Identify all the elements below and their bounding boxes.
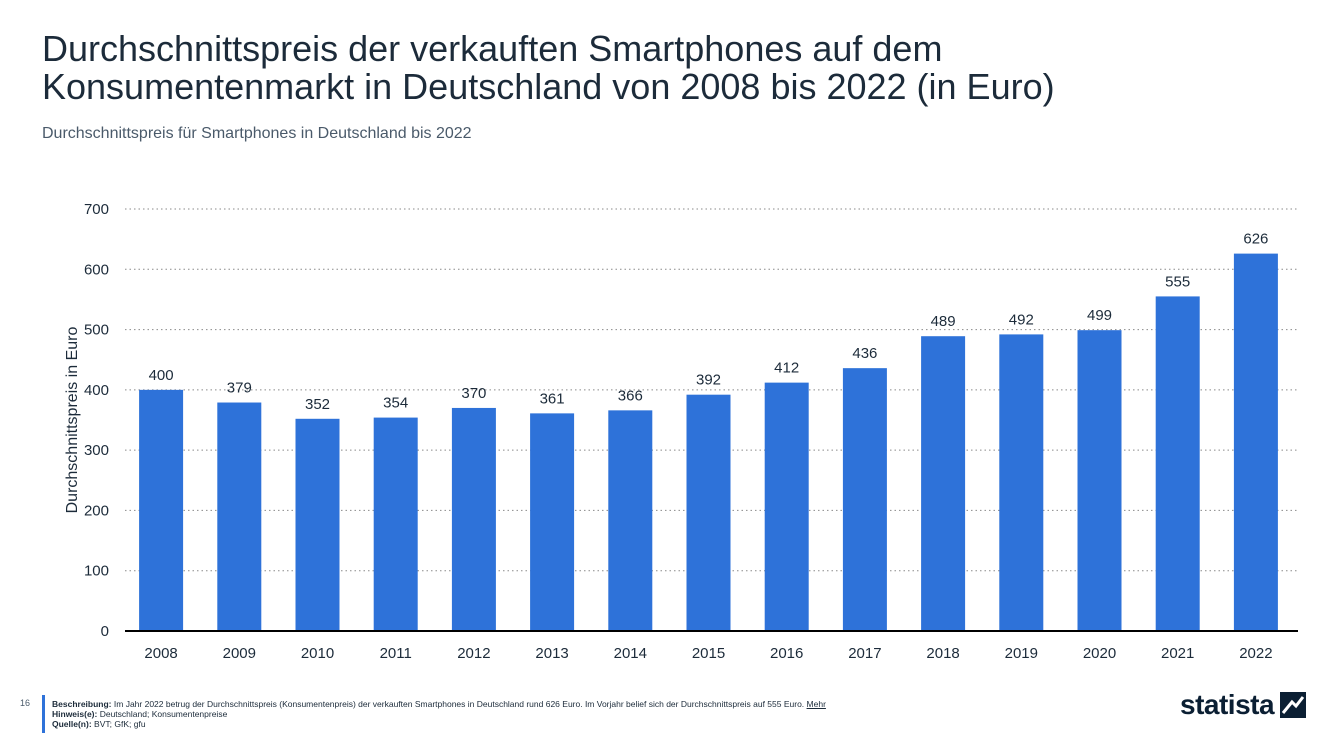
x-tick-label-2009: 2009 <box>223 645 256 662</box>
data-label-2018: 489 <box>931 313 956 330</box>
bar-2019[interactable] <box>999 334 1044 631</box>
x-tick-label-2017: 2017 <box>848 645 881 662</box>
y-tick-label: 100 <box>84 563 109 580</box>
description-label: Beschreibung: <box>52 699 112 709</box>
footer: 16 Beschreibung: Im Jahr 2022 betrug der… <box>20 689 1320 749</box>
statista-mark-icon <box>1280 692 1307 718</box>
notes-line: Hinweis(e): Deutschland; Konsumentenprei… <box>52 709 826 719</box>
data-label-2021: 555 <box>1165 273 1190 290</box>
x-axis-ticks: 2008 2009 2010 2011 2012 2013 2014 2015 2016 2017… <box>144 645 1272 662</box>
y-axis-label: Durchschnittspreis in Euro <box>64 327 81 514</box>
x-tick-label-2020: 2020 <box>1083 645 1116 662</box>
y-tick-label: 500 <box>84 322 109 339</box>
footer-notes: Beschreibung: Im Jahr 2022 betrug der Du… <box>52 699 826 729</box>
footer-accent-bar <box>42 695 45 733</box>
x-tick-label-2022: 2022 <box>1239 645 1272 662</box>
y-tick-label: 0 <box>101 623 109 640</box>
x-tick-label-2011: 2011 <box>380 645 412 662</box>
data-label-2015: 392 <box>696 372 721 389</box>
x-tick-label-2019: 2019 <box>1005 645 1038 662</box>
data-label-2012: 370 <box>461 385 486 402</box>
bar-2011[interactable] <box>373 417 418 631</box>
source-line: Quelle(n): BVT; GfK; gfu <box>52 719 826 729</box>
y-tick-label: 300 <box>84 442 109 459</box>
page-number: 16 <box>20 698 31 708</box>
bar-2009[interactable] <box>217 402 262 631</box>
more-link[interactable]: Mehr <box>806 699 826 709</box>
y-tick-label: 600 <box>84 261 109 278</box>
x-tick-label-2012: 2012 <box>457 645 490 662</box>
bar-2016[interactable] <box>764 382 809 631</box>
x-tick-label-2016: 2016 <box>770 645 803 662</box>
source-label: Quelle(n): <box>52 719 92 729</box>
bar-2013[interactable] <box>530 413 575 631</box>
y-tick-label: 700 <box>84 201 109 218</box>
bar-2010[interactable] <box>295 418 340 631</box>
x-tick-label-2021: 2021 <box>1161 645 1194 662</box>
bar-2017[interactable] <box>842 368 887 631</box>
data-label-2008: 400 <box>149 367 174 384</box>
bar-2018[interactable] <box>921 336 966 631</box>
x-tick-label-2015: 2015 <box>692 645 725 662</box>
x-tick-label-2018: 2018 <box>926 645 959 662</box>
y-tick-label: 200 <box>84 502 109 519</box>
x-tick-label-2010: 2010 <box>301 645 334 662</box>
data-label-2010: 352 <box>305 396 330 413</box>
bars <box>139 253 1278 631</box>
data-label-2022: 626 <box>1243 231 1268 248</box>
data-label-2017: 436 <box>852 345 877 362</box>
description-line: Beschreibung: Im Jahr 2022 betrug der Du… <box>52 699 826 709</box>
y-tick-label: 400 <box>84 382 109 399</box>
description-text: Im Jahr 2022 betrug der Durchschnittspre… <box>113 699 805 709</box>
data-labels: 400 379 352 354 370 361 366 392 412 436 489 492 499 5… <box>149 231 1269 413</box>
x-tick-label-2013: 2013 <box>535 645 568 662</box>
bar-2021[interactable] <box>1155 296 1200 631</box>
bar-2022[interactable] <box>1233 253 1278 631</box>
data-label-2020: 499 <box>1087 307 1112 324</box>
data-label-2014: 366 <box>618 387 643 404</box>
x-tick-label-2008: 2008 <box>144 645 177 662</box>
data-label-2013: 361 <box>540 390 565 407</box>
x-tick-label-2014: 2014 <box>614 645 647 662</box>
data-label-2011: 354 <box>383 395 408 412</box>
page-subtitle: Durchschnittspreis für Smartphones in De… <box>42 125 472 142</box>
data-label-2019: 492 <box>1009 311 1034 328</box>
notes-text: Deutschland; Konsumentenpreise <box>99 709 228 719</box>
bar-2014[interactable] <box>608 410 653 631</box>
y-axis-ticks: 0 100 200 300 400 500 600 700 <box>84 201 109 640</box>
source-text: BVT; GfK; gfu <box>94 719 146 729</box>
logo-text: statista <box>1180 689 1275 720</box>
bar-2015[interactable] <box>686 394 731 631</box>
notes-label: Hinweis(e): <box>52 709 98 719</box>
page-title: Durchschnittspreis der verkauften Smartp… <box>42 28 1055 107</box>
bar-2012[interactable] <box>451 407 496 631</box>
bar-chart: 0 100 200 300 400 500 600 700 400 379 352 354 370 36… <box>64 201 1298 662</box>
data-label-2009: 379 <box>227 380 252 397</box>
statista-logo[interactable]: statista <box>1180 689 1307 721</box>
data-label-2016: 412 <box>774 360 799 377</box>
bar-2020[interactable] <box>1077 330 1122 631</box>
bar-2008[interactable] <box>139 389 184 631</box>
